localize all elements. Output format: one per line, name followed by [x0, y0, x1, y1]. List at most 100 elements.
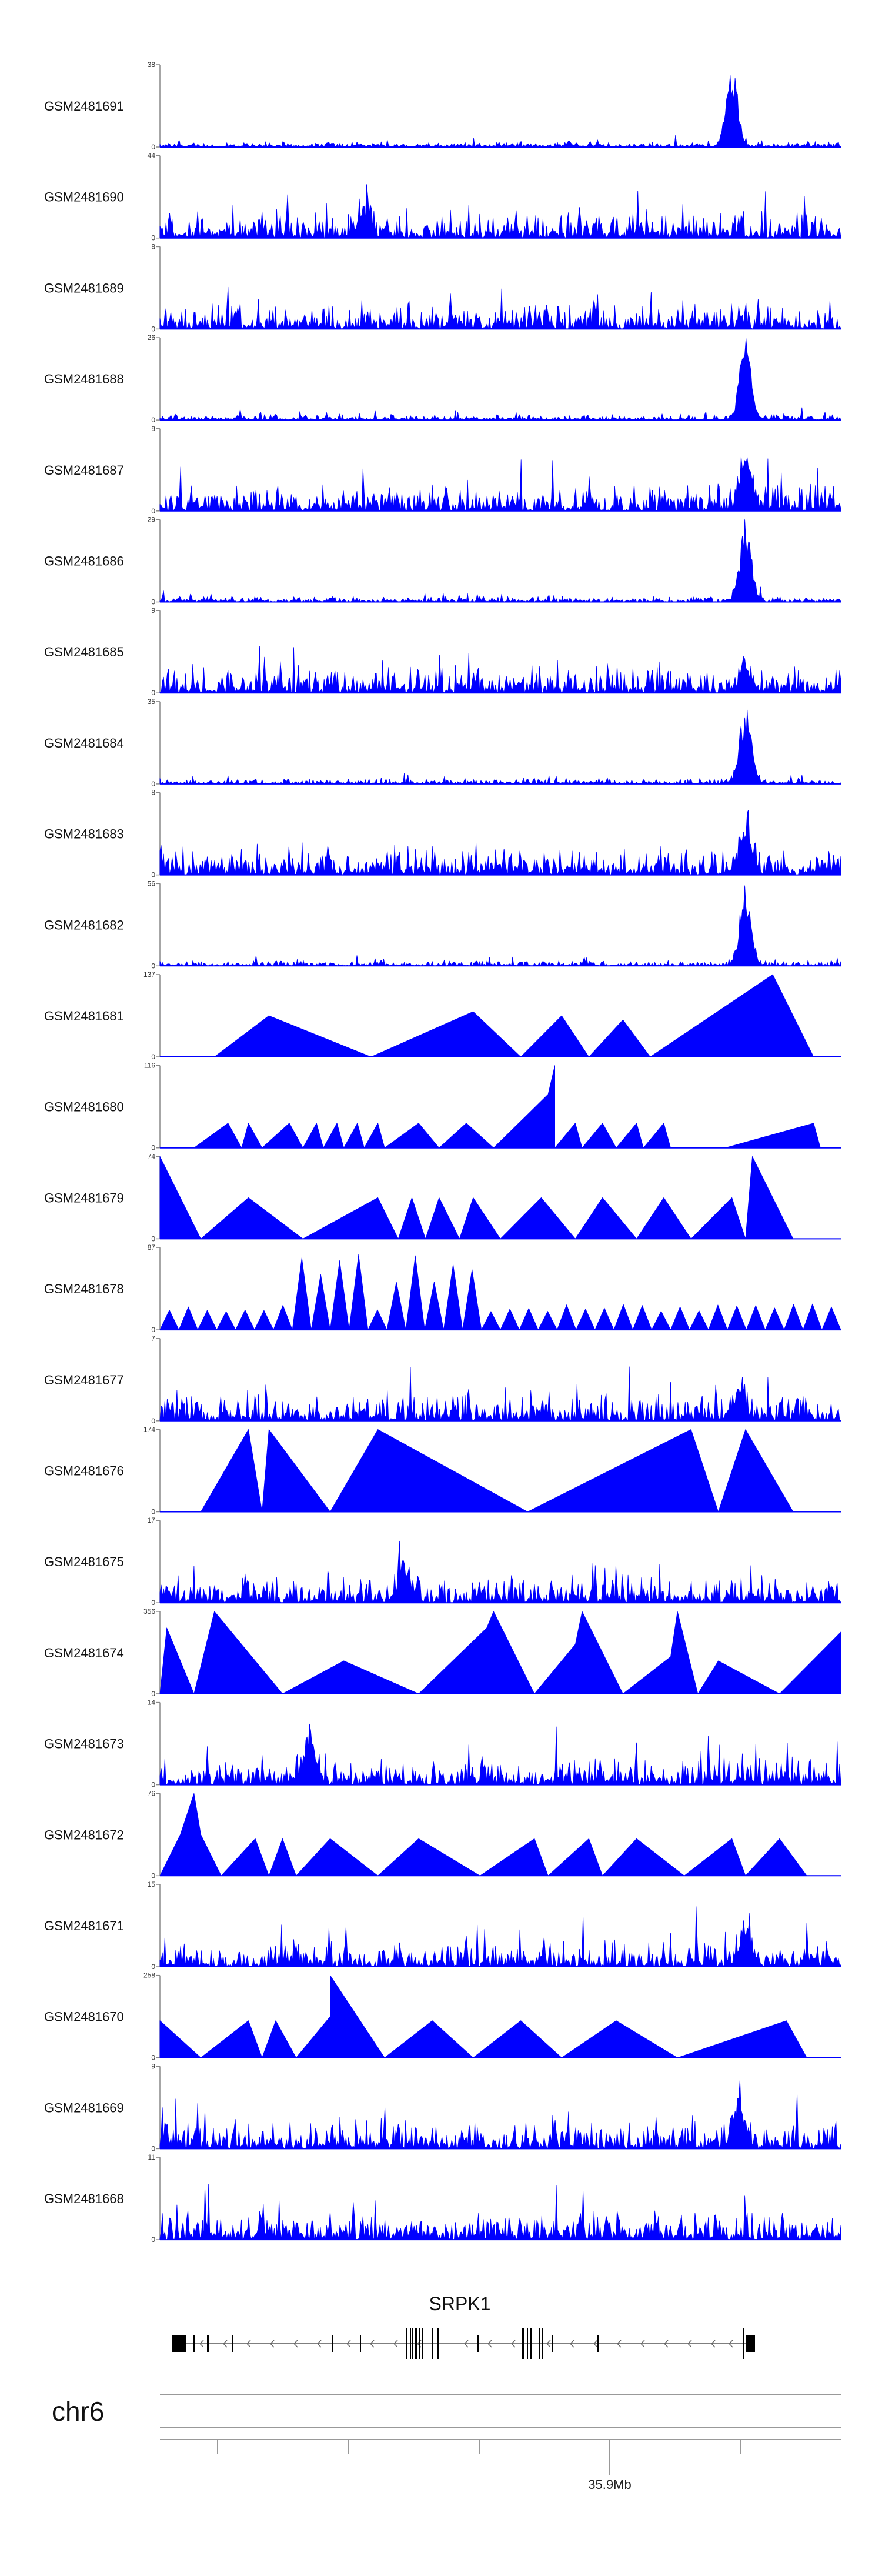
y-max-label: 17 [148, 1516, 156, 1524]
track-label: GSM2481676 [44, 1464, 124, 1479]
strand-chevron [593, 2340, 598, 2348]
gene-exon [193, 2335, 195, 2352]
track-label: GSM2481678 [44, 1282, 124, 1296]
y-max-label: 258 [143, 1971, 155, 1980]
y-min-label: 0 [151, 234, 155, 242]
gene-exon [522, 2328, 524, 2359]
y-max-label: 356 [143, 1607, 155, 1616]
y-max-label: 74 [148, 1152, 156, 1160]
track-GSM2481687: GSM2481687 9 0 [44, 425, 841, 515]
strand-chevron [369, 2340, 375, 2348]
y-min-label: 0 [151, 1963, 155, 1971]
track-GSM2481673: GSM2481673 14 0 [44, 1699, 841, 1789]
y-max-label: 174 [143, 1426, 155, 1434]
signal-area [159, 709, 841, 785]
track-GSM2481671: GSM2481671 15 0 [44, 1880, 841, 1971]
track-GSM2481688: GSM2481688 26 0 [44, 333, 841, 424]
y-min-label: 0 [151, 1417, 155, 1425]
track-GSM2481676: GSM2481676 174 0 [44, 1426, 841, 1516]
gene-exon [419, 2328, 420, 2359]
track-GSM2481678: GSM2481678 87 0 [44, 1243, 841, 1334]
gene-exon [477, 2335, 479, 2352]
strand-chevron [640, 2340, 645, 2348]
y-min-label: 0 [151, 143, 155, 151]
chromosome-axis: chr6 35.9Mb [52, 2394, 841, 2492]
strand-chevron [293, 2340, 298, 2348]
signal-area [159, 184, 841, 239]
track-GSM2481691: GSM2481691 38 0 [44, 61, 841, 151]
y-min-label: 0 [151, 1144, 155, 1152]
gene-exon [406, 2328, 407, 2359]
gene-exon [360, 2335, 361, 2352]
track-label: GSM2481669 [44, 2100, 124, 2115]
signal-area [159, 456, 841, 512]
y-min-label: 0 [151, 780, 155, 788]
gene-exon [410, 2328, 411, 2359]
strand-chevron [463, 2340, 469, 2348]
track-GSM2481681: GSM2481681 137 0 [44, 970, 841, 1061]
strand-chevron [393, 2340, 398, 2348]
strand-chevron [728, 2340, 733, 2348]
chromosome-label: chr6 [52, 2396, 104, 2427]
y-max-label: 116 [144, 1062, 155, 1070]
y-max-label: 29 [148, 516, 156, 524]
y-max-label: 14 [148, 1699, 156, 1707]
y-min-label: 0 [151, 416, 155, 424]
track-label: GSM2481684 [44, 736, 124, 750]
gene-exon [232, 2335, 233, 2352]
track-GSM2481683: GSM2481683 8 0 [44, 789, 841, 879]
track-label: GSM2481675 [44, 1554, 124, 1569]
track-label: GSM2481690 [44, 190, 124, 205]
strand-chevron [710, 2340, 716, 2348]
gene-exon [530, 2328, 532, 2359]
y-max-label: 15 [148, 1880, 156, 1888]
y-min-label: 0 [151, 507, 155, 515]
y-max-label: 76 [148, 1789, 156, 1797]
strand-chevron [346, 2340, 351, 2348]
strand-chevron [246, 2340, 251, 2348]
strand-chevron [487, 2340, 492, 2348]
y-min-label: 0 [151, 1508, 155, 1516]
track-GSM2481677: GSM2481677 7 0 [44, 1334, 841, 1425]
track-label: GSM2481687 [44, 463, 124, 478]
axis-tick-label: 35.9Mb [588, 2477, 631, 2492]
track-label: GSM2481688 [44, 372, 124, 386]
signal-area [159, 810, 841, 875]
track-label: GSM2481670 [44, 2010, 124, 2024]
gene-model-srpk1: SRPK1 [172, 2293, 755, 2359]
gene-exon [552, 2335, 553, 2352]
signal-area [159, 1254, 841, 1330]
track-label: GSM2481689 [44, 281, 124, 295]
signal-tracks: GSM2481691380GSM2481690440GSM248168980GS… [44, 61, 841, 2244]
y-max-label: 26 [148, 333, 156, 342]
track-GSM2481668: GSM2481668 11 0 [44, 2153, 841, 2244]
signal-area [159, 1366, 841, 1422]
y-max-label: 44 [148, 152, 156, 160]
track-GSM2481684: GSM2481684 35 0 [44, 698, 841, 788]
track-GSM2481675: GSM2481675 17 0 [44, 1516, 841, 1607]
gene-exon [539, 2328, 540, 2359]
gene-exon [332, 2335, 333, 2352]
y-max-label: 38 [148, 61, 156, 69]
gene-exon [437, 2328, 439, 2359]
gene-exon [746, 2335, 755, 2352]
track-GSM2481669: GSM2481669 9 0 [44, 2062, 841, 2153]
track-label: GSM2481680 [44, 1100, 124, 1115]
strand-chevron [687, 2340, 692, 2348]
track-label: GSM2481671 [44, 1918, 124, 1933]
signal-area [159, 1723, 841, 1785]
track-label: GSM2481672 [44, 1827, 124, 1842]
signal-area [159, 1611, 841, 1694]
y-max-label: 56 [148, 879, 156, 887]
signal-area [159, 1906, 841, 1967]
gene-exon [172, 2335, 186, 2352]
y-min-label: 0 [151, 689, 155, 697]
gene-exon [527, 2328, 528, 2359]
signal-area [159, 1975, 841, 2058]
track-label: GSM2481681 [44, 1009, 124, 1023]
track-GSM2481679: GSM2481679 74 0 [44, 1152, 841, 1243]
strand-chevron [199, 2340, 204, 2348]
y-max-label: 7 [151, 1334, 155, 1343]
signal-area [159, 1793, 841, 1876]
track-label: GSM2481668 [44, 2191, 124, 2206]
